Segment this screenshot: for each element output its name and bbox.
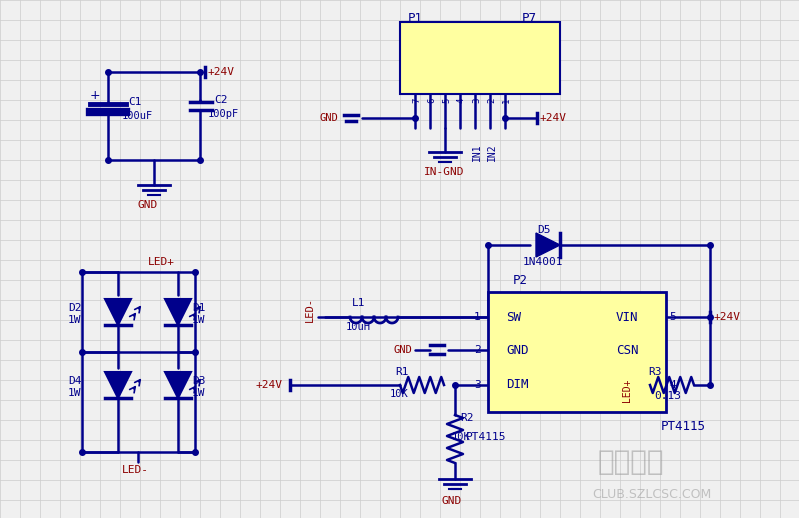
Text: R3: R3 — [648, 367, 662, 377]
Polygon shape — [165, 372, 191, 398]
Text: 4: 4 — [457, 97, 466, 103]
Text: 3: 3 — [472, 97, 481, 103]
Text: 1W: 1W — [192, 315, 205, 325]
Text: D1: D1 — [192, 303, 205, 313]
Text: PT4115: PT4115 — [466, 432, 507, 442]
Bar — [488, 292, 666, 412]
Polygon shape — [165, 299, 191, 325]
Text: 10uH: 10uH — [346, 322, 371, 332]
Text: PT4115: PT4115 — [661, 420, 706, 433]
Text: SW: SW — [506, 310, 521, 324]
Text: IN-GND: IN-GND — [424, 167, 464, 177]
Text: D3: D3 — [192, 376, 205, 386]
Text: IN1: IN1 — [472, 143, 482, 161]
Text: P7: P7 — [522, 11, 537, 24]
Text: P1: P1 — [408, 11, 423, 24]
Text: VIN: VIN — [616, 310, 638, 324]
Text: 1W: 1W — [68, 315, 81, 325]
Text: D4: D4 — [68, 376, 81, 386]
Text: 100pF: 100pF — [208, 109, 239, 119]
Text: 1: 1 — [474, 312, 481, 322]
Text: 5: 5 — [442, 97, 451, 103]
Text: 1W: 1W — [68, 388, 81, 398]
Text: L1: L1 — [352, 298, 365, 308]
Bar — [400, 22, 560, 94]
Text: 6: 6 — [427, 97, 436, 103]
Text: LED+: LED+ — [622, 378, 632, 402]
Text: 1: 1 — [502, 97, 511, 103]
Text: 2: 2 — [474, 345, 481, 355]
Polygon shape — [536, 233, 560, 257]
Text: +: + — [90, 89, 101, 102]
Polygon shape — [105, 372, 131, 398]
Text: C2: C2 — [214, 95, 228, 105]
Text: 立创社区: 立创社区 — [598, 448, 665, 476]
Text: 3: 3 — [474, 380, 481, 390]
Text: LED-: LED- — [122, 465, 149, 475]
Text: GND: GND — [394, 345, 413, 355]
Polygon shape — [105, 299, 131, 325]
Text: GND: GND — [506, 343, 528, 356]
Text: 1N4001: 1N4001 — [523, 257, 563, 267]
Text: 7: 7 — [412, 97, 421, 103]
Text: GND: GND — [441, 496, 461, 506]
Text: 5: 5 — [669, 312, 676, 322]
Text: 4: 4 — [669, 380, 676, 390]
Text: CSN: CSN — [616, 343, 638, 356]
Text: GND: GND — [138, 200, 158, 210]
Text: R1: R1 — [395, 367, 408, 377]
Text: +24V: +24V — [208, 67, 235, 77]
Text: D2: D2 — [68, 303, 81, 313]
Text: 0.13: 0.13 — [654, 391, 681, 401]
Text: +24V: +24V — [256, 380, 283, 390]
Text: R2: R2 — [460, 413, 474, 423]
Text: LED-: LED- — [305, 296, 315, 322]
Text: C1: C1 — [128, 97, 141, 107]
Text: GND: GND — [320, 113, 339, 123]
Text: 10K: 10K — [390, 389, 409, 399]
Text: 2: 2 — [487, 97, 496, 103]
Text: 1W: 1W — [192, 388, 205, 398]
Text: 10K: 10K — [452, 432, 471, 442]
Text: IN2: IN2 — [487, 143, 497, 161]
Text: D5: D5 — [537, 225, 551, 235]
Text: 100uF: 100uF — [122, 111, 153, 121]
Text: +24V: +24V — [540, 113, 567, 123]
Text: LED+: LED+ — [148, 257, 175, 267]
Text: P2: P2 — [513, 274, 528, 286]
Text: DIM: DIM — [506, 379, 528, 392]
Text: +24V: +24V — [714, 312, 741, 322]
Text: CLUB.SZLCSC.COM: CLUB.SZLCSC.COM — [592, 488, 711, 501]
